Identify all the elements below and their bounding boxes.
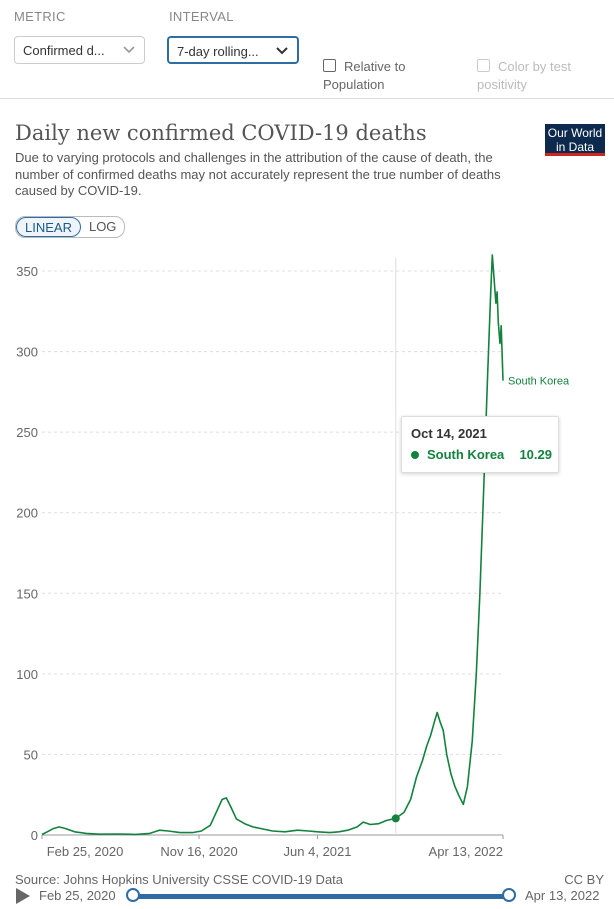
color-label-line1: Color by test [498,59,571,74]
log-scale-button[interactable]: LOG [88,219,117,234]
interval-select-value: 7-day rolling... [177,44,259,59]
chevron-down-icon [276,47,288,55]
timeline-start-label: Feb 25, 2020 [39,888,116,903]
x-tick-label: Feb 25, 2020 [47,844,124,859]
y-tick-label: 0 [31,828,38,843]
timeline-start-handle[interactable] [126,888,140,902]
relative-to-population-checkbox[interactable]: Relative to Population [323,58,405,94]
color-label-line2: positivity [477,77,527,92]
series-line-south-korea [41,254,504,836]
timeline: Feb 25, 2020 Apr 13, 2022 [0,885,614,909]
y-tick-label: 200 [16,506,38,521]
logo-line1: Our World [547,126,603,140]
relative-label-line2: Population [323,77,385,92]
tooltip-series-name: South Korea [427,447,505,462]
timeline-track[interactable] [133,894,509,899]
x-tick-label: Jun 4, 2021 [284,844,352,859]
timeline-end-label: Apr 13, 2022 [525,888,600,903]
chart-title: Daily new confirmed COVID-19 deaths [15,121,427,145]
metric-select-value: Confirmed d... [23,43,105,58]
chevron-down-icon [123,46,135,54]
checkbox-box[interactable] [323,59,336,72]
tooltip-value: 10.29 [519,447,552,462]
source-note[interactable]: Source: Johns Hopkins University CSSE CO… [15,872,344,887]
metric-select[interactable]: Confirmed d... [14,36,145,64]
play-icon[interactable] [16,888,30,904]
tooltip-series-dot [411,451,419,459]
x-tick-label: Apr 13, 2022 [429,844,503,859]
y-tick-label: 150 [16,586,38,601]
timeline-end-handle[interactable] [502,888,516,902]
linear-scale-button[interactable]: LINEAR [16,217,81,237]
owid-logo[interactable]: Our World in Data [545,124,605,156]
chart-controls: METRIC Confirmed d... INTERVAL 7-day rol… [0,0,614,99]
chart-subtitle: Due to varying protocols and challenges … [15,150,501,198]
checkbox-box [477,59,490,72]
tooltip-date: Oct 14, 2021 [411,426,487,441]
interval-select[interactable]: 7-day rolling... [167,36,299,64]
y-tick-label: 300 [16,345,38,360]
scale-toggle: LINEAR LOG [15,216,126,238]
series-end-label: South Korea [508,376,570,388]
y-tick-label: 250 [16,425,38,440]
chart-tooltip: Oct 14, 2021 South Korea 10.29 [401,416,559,473]
relative-label-line1: Relative to [344,59,406,74]
logo-line2: in Data [555,140,595,154]
y-tick-label: 100 [16,667,38,682]
metric-label: METRIC [14,9,66,24]
x-tick-label: Nov 16, 2020 [160,844,237,859]
highlight-point [391,814,400,823]
color-by-test-positivity-checkbox: Color by test positivity [477,58,571,94]
y-tick-label: 50 [24,747,38,762]
line-chart[interactable]: 0 50 100 150 200 250 300 350 Feb 25, 2020 Nov 16,… [0,250,614,870]
y-tick-label: 350 [16,264,38,279]
interval-label: INTERVAL [169,9,234,24]
license-link[interactable]: CC BY [564,872,604,887]
